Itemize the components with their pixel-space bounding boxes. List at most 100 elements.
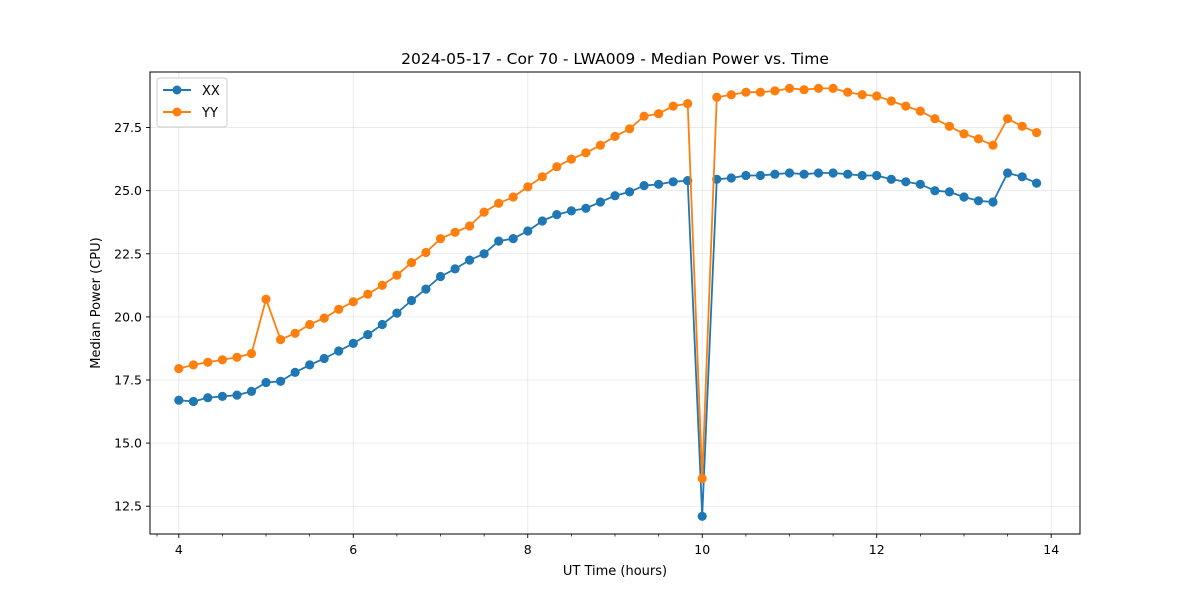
data-point-xx	[886, 174, 896, 184]
data-point-yy	[537, 172, 547, 182]
data-point-yy	[246, 348, 257, 359]
data-point-xx	[319, 353, 329, 364]
data-point-xx	[421, 284, 431, 294]
data-point-xx	[988, 197, 998, 207]
data-point-yy	[886, 96, 896, 106]
data-point-xx	[465, 255, 475, 265]
y-tick-label: 17.5	[114, 373, 142, 388]
chart-title: 2024-05-17 - Cor 70 - LWA009 - Median Po…	[401, 50, 829, 68]
legend-marker-xx	[172, 85, 182, 95]
data-point-yy	[813, 83, 824, 93]
data-point-yy	[479, 207, 489, 217]
data-point-yy	[276, 335, 286, 345]
data-point-yy	[494, 198, 504, 208]
data-point-yy	[959, 129, 969, 139]
data-point-yy	[406, 258, 417, 268]
legend-marker-yy	[172, 107, 182, 117]
y-tick-label: 12.5	[114, 499, 142, 514]
x-tick-label: 14	[1043, 542, 1059, 557]
x-axis-label: UT Time (hours)	[563, 564, 667, 579]
data-point-xx	[610, 191, 620, 201]
data-point-yy	[857, 90, 867, 100]
data-point-yy	[435, 234, 446, 244]
data-point-yy	[1032, 128, 1042, 138]
data-point-yy	[377, 280, 387, 290]
data-point-yy	[843, 87, 853, 97]
data-point-yy	[770, 86, 780, 96]
data-point-yy	[668, 101, 678, 111]
data-point-yy	[828, 83, 838, 93]
y-tick-label: 27.5	[114, 120, 142, 135]
data-point-xx	[784, 168, 795, 178]
data-point-xx	[392, 308, 402, 318]
data-point-yy	[639, 111, 649, 121]
data-point-yy	[232, 352, 242, 362]
data-point-xx	[1017, 172, 1027, 182]
data-point-xx	[203, 393, 213, 403]
data-point-xx	[1032, 178, 1042, 188]
data-point-yy	[712, 92, 722, 102]
data-point-yy	[523, 182, 533, 192]
x-tick-label: 6	[349, 542, 357, 557]
data-point-xx	[494, 236, 504, 246]
tick-layer: 4 6 8 10 12 14 12.5 15.0 17.5 20.0 22.5 25.0 27.5	[114, 120, 1059, 557]
data-point-xx	[944, 187, 955, 197]
legend: XX YY	[156, 77, 228, 128]
data-point-xx	[232, 390, 242, 400]
data-point-xx	[915, 179, 925, 189]
data-point-yy	[319, 313, 329, 323]
data-point-xx	[828, 168, 838, 178]
data-point-yy	[334, 304, 344, 314]
data-point-yy	[595, 140, 606, 150]
data-point-xx	[479, 249, 489, 259]
data-point-xx	[508, 234, 518, 244]
data-point-xx	[959, 192, 969, 202]
data-point-yy	[1017, 121, 1027, 131]
y-tick-label: 22.5	[114, 246, 142, 261]
data-point-yy	[697, 473, 707, 484]
data-point-xx	[290, 367, 300, 377]
data-point-yy	[392, 270, 402, 280]
data-point-yy	[901, 101, 911, 111]
data-point-xx	[595, 197, 606, 207]
data-point-xx	[261, 377, 271, 388]
data-point-xx	[523, 226, 533, 236]
x-tick-label: 4	[175, 542, 183, 557]
data-point-xx	[276, 376, 286, 386]
data-point-xx	[246, 386, 257, 396]
data-point-xx	[305, 360, 315, 370]
data-point-xx	[872, 170, 882, 181]
data-point-yy	[755, 87, 766, 97]
data-point-yy	[726, 90, 736, 100]
data-point-xx	[799, 169, 809, 179]
data-point-xx	[726, 173, 736, 183]
data-point-yy	[988, 140, 998, 150]
data-point-xx	[741, 170, 751, 181]
data-point-xx	[188, 396, 198, 407]
data-point-yy	[508, 192, 518, 202]
data-point-yy	[217, 355, 227, 365]
data-point-yy	[944, 121, 955, 131]
data-point-yy	[741, 87, 751, 97]
data-point-yy	[290, 328, 300, 338]
data-point-xx	[857, 170, 867, 181]
data-point-yy	[683, 99, 693, 109]
data-point-yy	[465, 221, 475, 231]
grid-layer	[150, 72, 1080, 534]
data-point-xx	[363, 330, 373, 340]
data-point-yy	[654, 109, 664, 119]
data-point-xx	[406, 295, 417, 306]
y-tick-label: 15.0	[114, 436, 142, 451]
legend-label-xx: XX	[202, 84, 220, 99]
data-point-yy	[799, 85, 809, 95]
legend-label-yy: YY	[201, 106, 218, 121]
data-point-yy	[348, 297, 358, 307]
data-point-xx	[930, 186, 940, 196]
data-point-xx	[901, 177, 911, 187]
data-point-xx	[770, 169, 780, 179]
data-point-xx	[697, 511, 707, 521]
y-axis-label: Median Power (CPU)	[89, 237, 104, 368]
data-point-yy	[188, 360, 198, 370]
data-point-xx	[813, 168, 824, 178]
data-point-yy	[305, 319, 315, 330]
